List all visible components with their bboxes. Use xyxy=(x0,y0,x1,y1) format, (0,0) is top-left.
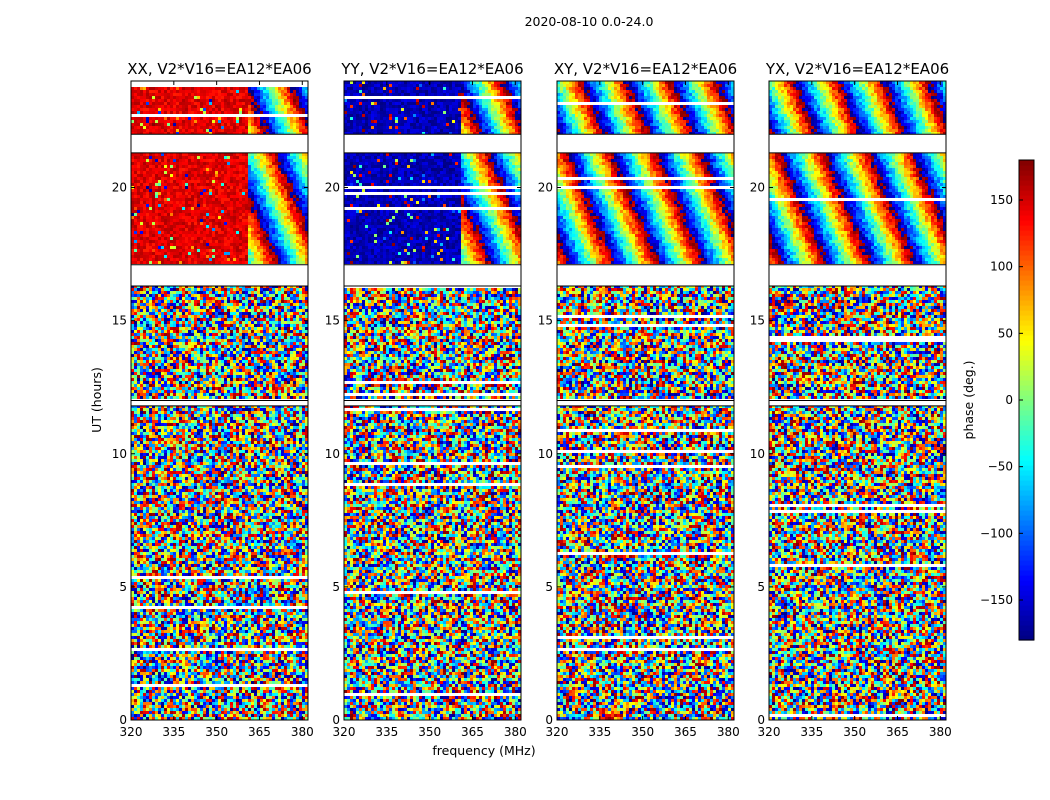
x-tick-label: 335 xyxy=(375,725,398,739)
colorbar-tick-label: 100 xyxy=(990,260,1013,274)
x-tick-label: 350 xyxy=(843,725,866,739)
x-tick-label: 350 xyxy=(631,725,654,739)
y-axis-label: UT (hours) xyxy=(89,367,104,433)
y-tick-label: 10 xyxy=(325,447,340,461)
axes-frame xyxy=(768,80,947,721)
colorbar-label: phase (deg.) xyxy=(961,361,976,440)
y-tick-label: 5 xyxy=(757,580,765,594)
x-tick-label: 335 xyxy=(162,725,185,739)
y-tick-label: 10 xyxy=(750,447,765,461)
y-tick-label: 20 xyxy=(325,181,340,195)
x-tick-label: 350 xyxy=(418,725,441,739)
colorbar-tick-label: −150 xyxy=(980,593,1013,607)
x-tick-label: 320 xyxy=(758,725,781,739)
x-tick-label: 365 xyxy=(461,725,484,739)
heatmap-image xyxy=(769,81,946,720)
panel-title: YY, V2*V16=EA12*EA06 xyxy=(340,60,523,78)
colorbar-tick-label: −100 xyxy=(980,526,1013,540)
x-tick-label: 380 xyxy=(929,725,952,739)
colorbar-tick-label: 0 xyxy=(1005,393,1013,407)
axes-frame xyxy=(343,80,522,721)
colorbar-tick-label: 50 xyxy=(998,326,1013,340)
panels: XX, V2*V16=EA12*EA06 320 335 350 365 380 0 5 10 1… xyxy=(112,60,952,739)
y-tick-label: 20 xyxy=(750,181,765,195)
panel-title: XX, V2*V16=EA12*EA06 xyxy=(127,60,311,78)
x-tick-label: 365 xyxy=(674,725,697,739)
x-tick-label: 380 xyxy=(291,725,314,739)
y-tick-label: 5 xyxy=(119,580,127,594)
x-tick-label: 380 xyxy=(504,725,527,739)
y-tick-label: 0 xyxy=(545,713,553,727)
heatmap-image xyxy=(557,81,734,720)
panel-xx: XX, V2*V16=EA12*EA06 320 335 350 365 380 0 5 10 1… xyxy=(112,60,314,739)
x-tick-label: 380 xyxy=(717,725,740,739)
x-tick-label: 335 xyxy=(800,725,823,739)
y-tick-label: 20 xyxy=(112,181,127,195)
y-tick-label: 5 xyxy=(545,580,553,594)
x-tick-label: 350 xyxy=(205,725,228,739)
y-tick-label: 15 xyxy=(750,314,765,328)
y-tick-label: 20 xyxy=(538,181,553,195)
x-axis-label: frequency (MHz) xyxy=(432,743,535,758)
figure-suptitle: 2020-08-10 0.0-24.0 xyxy=(525,14,654,29)
heatmap-image xyxy=(131,81,308,720)
colorbar: −150 −100 −50 0 50 100 150 xyxy=(980,159,1035,641)
y-tick-label: 0 xyxy=(332,713,340,727)
axes-frame xyxy=(556,80,735,721)
axes-frame xyxy=(130,80,309,721)
y-tick-label: 0 xyxy=(119,713,127,727)
x-tick-label: 365 xyxy=(248,725,271,739)
y-tick-label: 15 xyxy=(325,314,340,328)
x-tick-label: 365 xyxy=(886,725,909,739)
y-tick-label: 10 xyxy=(112,447,127,461)
x-tick-label: 320 xyxy=(120,725,143,739)
y-tick-label: 10 xyxy=(538,447,553,461)
heatmap-image xyxy=(344,81,521,720)
panel-title: YX, V2*V16=EA12*EA06 xyxy=(765,60,949,78)
y-tick-label: 15 xyxy=(538,314,553,328)
colorbar-tick-label: −50 xyxy=(988,460,1013,474)
panel-xy: XY, V2*V16=EA12*EA06 320 335 350 365 380 0 5 10 1… xyxy=(538,60,740,739)
panel-yy: YY, V2*V16=EA12*EA06 320 335 350 365 380 0 5 10 1… xyxy=(325,60,527,739)
y-tick-label: 0 xyxy=(757,713,765,727)
x-tick-label: 320 xyxy=(333,725,356,739)
panel-yx: YX, V2*V16=EA12*EA06 320 335 350 365 380 0 5 10 1… xyxy=(750,60,952,739)
colorbar-tick-label: 150 xyxy=(990,193,1013,207)
x-tick-label: 335 xyxy=(588,725,611,739)
y-tick-label: 5 xyxy=(332,580,340,594)
panel-title: XY, V2*V16=EA12*EA06 xyxy=(554,60,737,78)
y-tick-label: 15 xyxy=(112,314,127,328)
x-tick-label: 320 xyxy=(546,725,569,739)
